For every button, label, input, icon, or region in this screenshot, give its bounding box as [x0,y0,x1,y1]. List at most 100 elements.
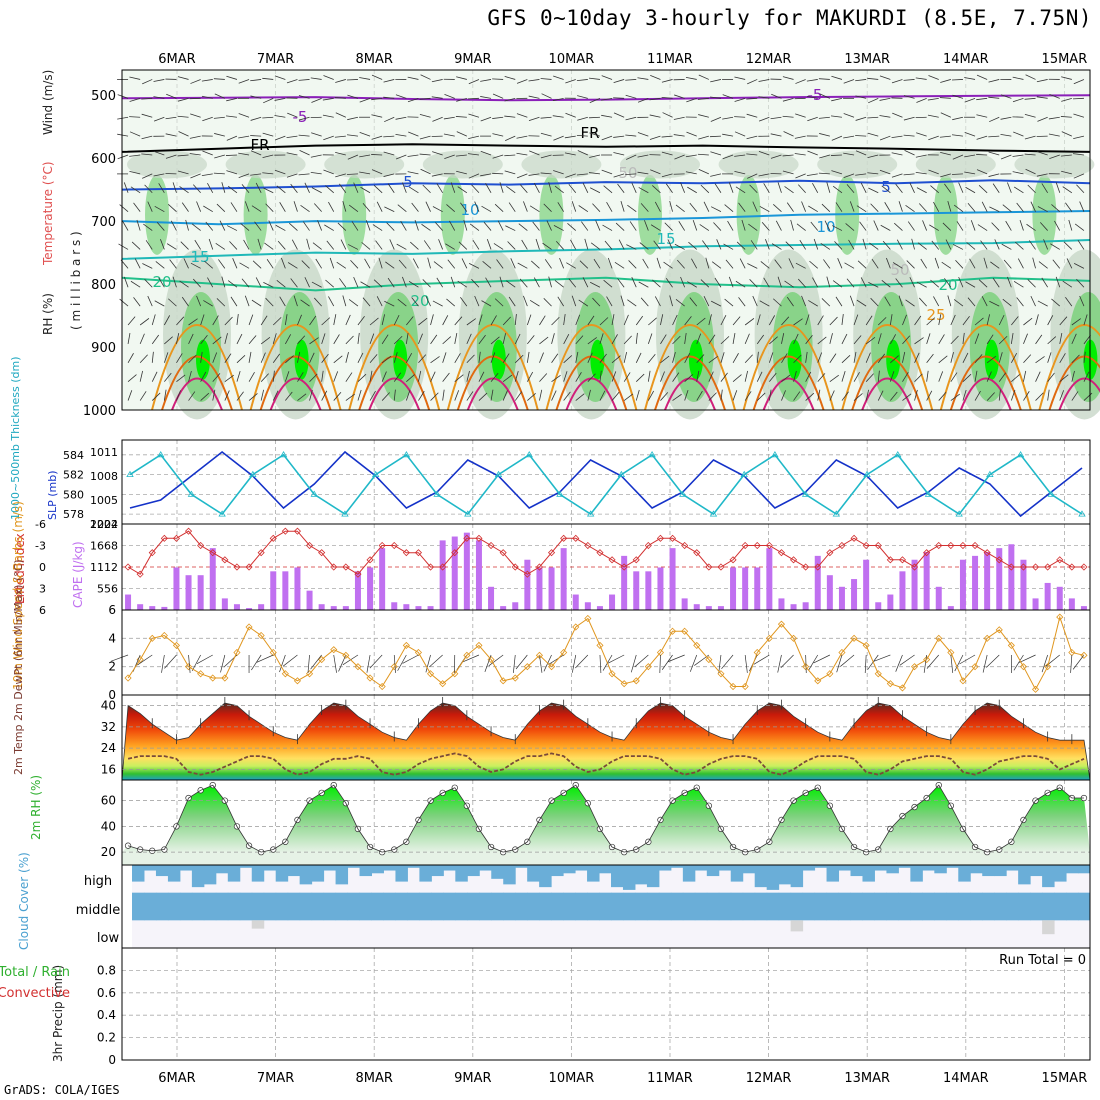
wind-barb [406,352,413,363]
wind-barb-staff [606,296,613,307]
wind-barb-staff [708,334,716,345]
wind-barb [722,133,734,137]
wind-barb-staff [902,372,909,382]
thickness-marker [1047,490,1055,497]
wind-barb [123,276,129,288]
wind-barb [661,96,673,99]
wind-barb-staff [843,79,855,84]
wind-barb [1061,97,1072,102]
wind-barb-staff [613,173,625,178]
wind-barb [623,393,634,401]
wind-barb [674,243,685,250]
wind-barb-staff [309,315,317,326]
wind-barb [151,334,160,345]
cape-bar [306,590,313,610]
wind-barb-staff [127,316,136,326]
wind-barb [418,391,425,401]
wind-barb [841,354,851,364]
wind-barb-staff [164,336,173,345]
wind-barb-staff [904,149,915,156]
wind-barb-staff [540,154,552,159]
wind-barb-staff [456,170,467,175]
wind-barb-staff [408,186,419,194]
wind-barb [867,154,879,159]
wind-barb-staff [369,333,375,345]
wind-barb [563,355,573,364]
cloud-bar-middle [539,892,552,921]
wind-barb [1036,173,1048,177]
wind-barb-staff [673,134,685,137]
wind-barb-staff [117,94,129,99]
wind-barb [279,296,286,307]
wind-barb-staff [177,115,189,118]
cloud-bar-middle [443,892,456,921]
wind-barb-staff [571,201,577,212]
wind-barb-staff [710,151,722,156]
wind-barb [654,296,661,307]
cloud-bar-high [275,865,289,882]
wind-barb-staff [734,131,746,137]
wind-barb [575,351,579,363]
wind-barb [587,352,593,363]
wind-barb [333,314,337,326]
surface-barb [307,654,310,673]
wind-barb-staff [177,170,189,175]
wind-barb-staff [795,262,806,269]
wind-barb-staff [351,221,359,231]
wind-barb-staff [855,79,867,82]
wind-barb-staff [599,390,606,401]
wind-barb-staff [862,238,867,250]
wind-barb [272,333,277,344]
wind-barb-staff [625,79,637,81]
wind-barb [855,79,867,82]
wind-barb-staff [1071,370,1075,382]
wind-barb-staff [950,393,960,401]
cloud-bar-high [634,865,648,885]
wind-barb-staff [130,186,141,194]
wind-barb [238,135,250,139]
cloud-bar-middle [503,892,516,921]
wind-barb [939,97,951,99]
wind-barb-staff [248,371,255,382]
wind-barb [805,351,808,363]
wind-barb-staff [891,135,903,139]
wind-barb-staff [298,95,310,99]
wind-barb-staff [635,373,645,382]
wind-barb [1083,392,1093,401]
wind-barb [711,261,722,269]
wind-barb [141,135,153,140]
wind-barb-staff [915,77,927,80]
li-marker [439,563,447,571]
wind-barb [181,202,189,212]
wind-barb-staff [311,97,322,103]
wind-barb [768,352,774,363]
wind-barb [891,135,903,139]
wind-barb-staff [142,173,153,179]
wind-barb [357,389,362,401]
wind-barb [1063,241,1073,250]
panel-bg-7 [122,948,1090,1060]
date-tick-bottom: 9MAR [454,1071,491,1086]
wind-barb-staff [492,154,504,159]
wind-barb [855,95,867,99]
wind-barb-staff [892,262,903,269]
wind-barb [732,332,736,344]
wind-barb-staff [891,173,903,178]
wind-barb-staff [938,371,944,382]
wind-barb-staff [478,351,481,363]
wind-barb-staff [623,351,628,363]
wind-barb [127,316,136,326]
wind-barb-staff [469,223,480,231]
wind-barb [535,238,540,250]
wind-barb [915,154,927,158]
cloud-bar-high [694,865,708,871]
wind-barb [442,315,449,326]
wind-barb [313,203,322,212]
date-tick-bottom: 13MAR [844,1071,890,1086]
isotherm-line [121,143,1091,153]
wind-barb [970,220,976,231]
wind-barb [528,116,540,122]
wind-barb-staff [782,170,794,175]
wind-barb-staff [951,79,963,81]
cloud-bar-high [850,865,863,877]
